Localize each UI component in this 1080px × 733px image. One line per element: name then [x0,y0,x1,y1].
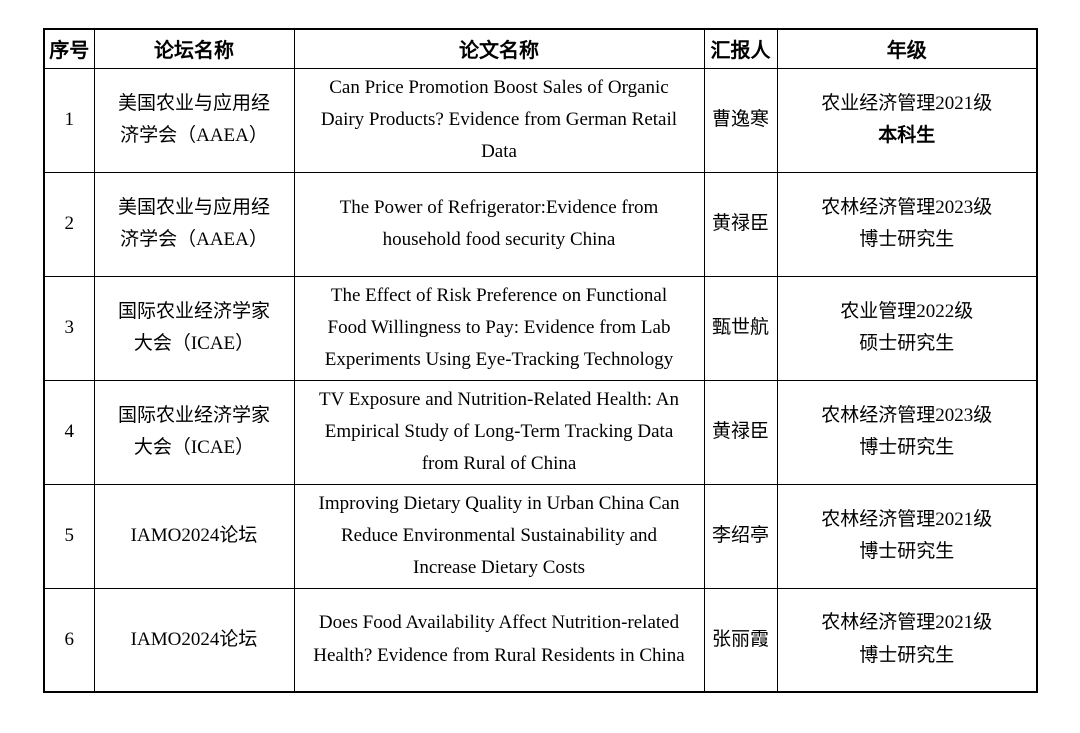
cell-presenter: 甄世航 [703,275,778,381]
table-row: 1 美国农业与应用经 济学会（AAEA） Can Price Promotion… [43,67,1038,173]
cell-paper-title: Does Food Availability Affect Nutrition-… [293,587,705,693]
cell-paper-title: Can Price Promotion Boost Sales of Organ… [293,67,705,173]
header-row: 序号 论坛名称 论文名称 汇报人 年级 [43,28,1038,69]
cell-row-number: 4 [43,379,95,485]
cell-grade: 农林经济管理2023级 博士研究生 [776,171,1038,277]
cell-paper-title: TV Exposure and Nutrition-Related Health… [293,379,705,485]
header-paper: 论文名称 [293,28,705,69]
cell-paper-title: The Effect of Risk Preference on Functio… [293,275,705,381]
cell-paper-title: Improving Dietary Quality in Urban China… [293,483,705,589]
cell-row-number: 1 [43,67,95,173]
table-row: 6 IAMO2024论坛 Does Food Availability Affe… [43,587,1038,693]
cell-forum-name: IAMO2024论坛 [93,483,295,589]
cell-presenter: 黄禄臣 [703,379,778,485]
cell-grade: 农林经济管理2021级 博士研究生 [776,483,1038,589]
cell-forum-name: 国际农业经济学家 大会（ICAE） [93,379,295,485]
cell-grade: 农林经济管理2023级 博士研究生 [776,379,1038,485]
cell-row-number: 6 [43,587,95,693]
header-no: 序号 [43,28,95,69]
cell-row-number: 5 [43,483,95,589]
grade-program-line: 农林经济管理2021级 [821,508,993,530]
cell-presenter: 曹逸寒 [703,67,778,173]
cell-presenter: 张丽霞 [703,587,778,693]
cell-grade: 农业管理2022级 硕士研究生 [776,275,1038,381]
header-grade: 年级 [776,28,1038,69]
grade-degree-line: 博士研究生 [859,229,955,250]
header-forum: 论坛名称 [93,28,295,69]
header-presenter: 汇报人 [703,28,778,69]
cell-presenter: 李绍亭 [703,483,778,589]
grade-degree-line: 博士研究生 [859,437,955,458]
cell-presenter: 黄禄臣 [703,171,778,277]
grade-program-line: 农林经济管理2021级 [821,612,993,634]
grade-program-line: 农业管理2022级 [840,300,974,322]
cell-grade: 农业经济管理2021级 本科生 [776,67,1038,173]
table-row: 3 国际农业经济学家 大会（ICAE） The Effect of Risk P… [43,275,1038,381]
cell-forum-name: 国际农业经济学家 大会（ICAE） [93,275,295,381]
cell-paper-title: The Power of Refrigerator:Evidence from … [293,171,705,277]
cell-forum-name: 美国农业与应用经 济学会（AAEA） [93,171,295,277]
grade-program-line: 农林经济管理2023级 [821,404,993,426]
table-row: 2 美国农业与应用经 济学会（AAEA） The Power of Refrig… [43,171,1038,277]
grade-degree-line: 博士研究生 [859,541,955,562]
table-row: 5 IAMO2024论坛 Improving Dietary Quality i… [43,483,1038,589]
grade-program-line: 农业经济管理2021级 [821,92,993,114]
table-row: 4 国际农业经济学家 大会（ICAE） TV Exposure and Nutr… [43,379,1038,485]
cell-grade: 农林经济管理2021级 博士研究生 [776,587,1038,693]
cell-row-number: 3 [43,275,95,381]
cell-forum-name: 美国农业与应用经 济学会（AAEA） [93,67,295,173]
grade-degree-line: 硕士研究生 [859,333,955,354]
forum-papers-table: 序号 论坛名称 论文名称 汇报人 年级 1 美国农业与应用经 济学会（AAEA）… [43,28,1038,693]
cell-forum-name: IAMO2024论坛 [93,587,295,693]
cell-row-number: 2 [43,171,95,277]
grade-degree-line: 博士研究生 [859,644,955,666]
grade-degree-line: 本科生 [878,125,936,146]
grade-program-line: 农林经济管理2023级 [821,196,993,218]
